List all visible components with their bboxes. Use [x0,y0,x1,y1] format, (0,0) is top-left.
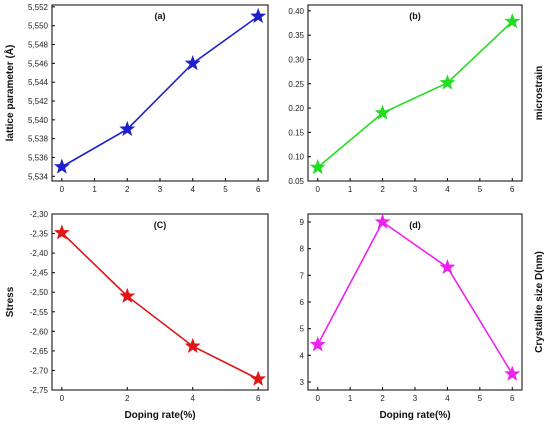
y-tick-label: 5,542 [28,97,49,106]
y-tick-label: 5 [300,325,305,334]
y-tick-label: -2,55 [30,308,49,317]
data-point-star [250,7,267,24]
data-point-star [504,365,521,381]
y-tick-label: 9 [300,218,305,227]
x-tick-label: 0 [316,394,321,403]
panel-label: (C) [154,220,167,230]
series-line [61,15,259,168]
data-point-star [374,104,391,120]
panel-label: (a) [155,11,166,21]
y-tick-label: 7 [300,271,305,280]
data-point-star [374,213,391,229]
chart-panel-1: 0 1 2 3 4 5 6 0.05 0.10 0.15 0.20 0.25 0.30 0.35 0.40 (… [288,4,545,194]
data-point-star [119,287,136,303]
y-tick-label: -2,35 [30,230,49,239]
y-tick-label: 6 [300,298,305,307]
x-axis-title: Doping rate(%) [124,410,195,421]
x-tick-label: 0 [60,185,65,194]
y-tick-label: 5,546 [28,59,49,68]
panel-label: (d) [409,220,421,230]
x-tick-label: 2 [125,185,130,194]
x-tick-label: 5 [478,185,483,194]
x-tick-label: 6 [510,394,515,403]
x-tick-label: 2 [125,394,130,403]
y-tick-label: -2,40 [30,249,49,258]
x-tick-label: 5 [478,394,483,403]
y-tick-label: 5,552 [28,3,49,12]
y-tick-label: 5,544 [28,78,49,87]
x-tick-label: 4 [445,394,450,403]
x-tick-label: 0 [316,185,321,194]
panel-label: (b) [409,11,421,21]
x-tick-label: 0 [60,394,65,403]
x-tick-label: 1 [92,185,97,194]
y-tick-label: -2,45 [30,269,49,278]
y-tick-label: 5,536 [28,153,49,162]
data-point-star [53,224,70,240]
y-tick-label: 5,550 [28,22,49,31]
x-tick-label: 6 [256,394,261,403]
x-tick-label: 2 [380,394,385,403]
x-tick-label: 4 [191,394,196,403]
data-point-star [53,158,70,174]
series-line [317,220,513,375]
y-tick-label: -2,75 [30,386,49,395]
y-tick-label: 0.40 [288,7,304,16]
y-tick-label: 0.30 [288,55,304,64]
x-tick-label: 3 [413,394,418,403]
y-tick-label: 5,548 [28,41,49,50]
x-tick-label: 5 [223,185,228,194]
x-tick-label: 6 [256,185,261,194]
y-tick-label: 3 [300,378,305,387]
y-tick-label: 0.35 [288,31,304,40]
data-point-star [184,337,201,353]
y-tick-label: -2,65 [30,347,49,356]
y-tick-label: 0.10 [288,153,304,162]
y-tick-label: 8 [300,245,305,254]
plot-frame [307,4,523,182]
y-tick-label: 4 [300,351,305,360]
y-axis-title: Crystallite size D(nm) [534,251,545,353]
y-axis-title: Stress [5,286,16,317]
y-tick-label: 5,534 [28,172,49,181]
data-point-star [119,120,136,137]
series-line [317,20,513,169]
y-tick-label: 5,540 [28,116,49,125]
plot-frame [51,213,269,391]
y-tick-label: 0.25 [288,80,304,89]
x-tick-label: 3 [158,185,163,194]
y-axis-title: lattice parameter (Å) [3,45,16,142]
x-tick-label: 1 [348,394,353,403]
x-tick-label: 1 [348,185,353,194]
data-point-star [309,336,326,352]
chart-panel-3: 0 1 2 3 4 5 6 3 4 5 6 7 8 9 (d) Crystallite size D(nm) D… [300,213,545,421]
chart-panel-2: 0 2 4 6 -2,75 -2,70 -2,65 -2,60 -2,55 -2,50 -2,45 -… [5,210,269,421]
y-tick-label: -2,30 [30,210,49,219]
y-tick-label: 0.20 [288,104,304,113]
data-point-star [250,370,267,386]
x-tick-label: 3 [413,185,418,194]
data-point-star [184,54,201,71]
y-tick-label: 0.15 [288,128,304,137]
data-point-star [309,159,326,175]
y-tick-label: 0.05 [288,177,304,186]
x-tick-label: 4 [191,185,196,194]
y-tick-label: -2,60 [30,327,49,336]
x-tick-label: 4 [445,185,450,194]
data-point-star [439,74,456,90]
series-line [61,232,259,380]
y-axis-title: microstrain [534,66,545,120]
data-point-star [504,13,521,29]
data-point-star [439,258,456,275]
y-tick-label: -2,50 [30,288,49,297]
y-tick-label: 5,538 [28,135,49,144]
x-axis-title: Doping rate(%) [379,410,450,421]
x-tick-label: 2 [380,185,385,194]
x-tick-label: 6 [510,185,515,194]
y-tick-label: -2,70 [30,366,49,375]
chart-panel-0: 0 1 2 3 4 5 6 5,534 5,536 5,538 5,540 5,542 5,544 5,5… [3,3,269,194]
